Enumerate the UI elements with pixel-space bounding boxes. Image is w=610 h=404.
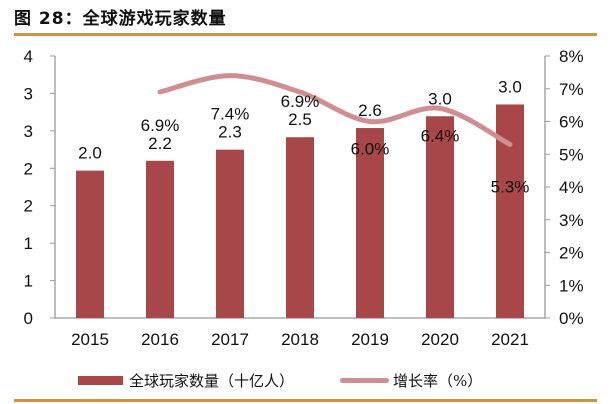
bar-data-label: 2.0 [78, 144, 102, 163]
growth-line [157, 73, 513, 147]
bar [426, 116, 454, 318]
right-tick-label: 6% [559, 113, 584, 132]
line-data-label: 6.4% [421, 126, 460, 145]
x-tick-label: 2018 [281, 330, 319, 349]
bar [146, 160, 174, 318]
bar-data-label: 3.0 [428, 89, 452, 108]
left-tick-label: 3 [24, 122, 33, 141]
bar-data-label: 2.6 [358, 101, 382, 120]
left-tick-label: 1 [24, 272, 33, 291]
bar-data-label: 2.5 [288, 110, 312, 129]
right-tick-label: 0% [559, 309, 584, 328]
top-rule [14, 33, 597, 36]
x-tick-label: 2017 [211, 330, 249, 349]
x-tick-label: 2021 [491, 330, 529, 349]
right-tick-label: 2% [559, 244, 584, 263]
left-tick-label: 2 [24, 197, 33, 216]
left-tick-label: 2 [24, 159, 33, 178]
legend-bar-swatch [78, 376, 123, 385]
right-tick-label: 8% [559, 47, 584, 66]
legend-bar-label: 全球玩家数量（十亿人） [129, 372, 295, 390]
right-tick-label: 1% [559, 276, 584, 295]
right-tick-label: 4% [559, 178, 584, 197]
bottom-rule [14, 399, 597, 402]
right-tick-label: 7% [559, 80, 584, 99]
line-data-label: 6.0% [351, 140, 390, 159]
bar [356, 128, 384, 318]
line-data-label: 7.4% [211, 105, 250, 124]
left-tick-label: 3 [24, 84, 33, 103]
left-tick-label: 4 [24, 47, 33, 66]
bar-data-label: 3.0 [498, 77, 522, 96]
x-tick-label: 2020 [421, 330, 459, 349]
right-tick-label: 5% [559, 145, 584, 164]
left-tick-label: 1 [24, 234, 33, 253]
x-tick-label: 2019 [351, 330, 389, 349]
line-data-label: 6.9% [281, 92, 320, 111]
bar [76, 170, 104, 318]
bar-data-label: 2.2 [148, 134, 172, 153]
line-data-label: 6.9% [141, 116, 180, 135]
legend-line-swatch [340, 378, 390, 383]
legend-line-label: 增长率（%） [393, 372, 483, 390]
bar [216, 149, 244, 318]
x-tick-label: 2015 [71, 330, 109, 349]
right-tick-label: 3% [559, 211, 584, 230]
bar [286, 137, 314, 318]
x-tick-label: 2016 [141, 330, 179, 349]
bar-data-label: 2.3 [218, 123, 242, 142]
left-tick-label: 0 [24, 309, 33, 328]
chart-title: 图 28：全球游戏玩家数量 [14, 9, 227, 29]
legend: 全球玩家数量（十亿人） 增长率（%） [78, 370, 482, 391]
line-data-label: 5.3% [491, 177, 530, 196]
